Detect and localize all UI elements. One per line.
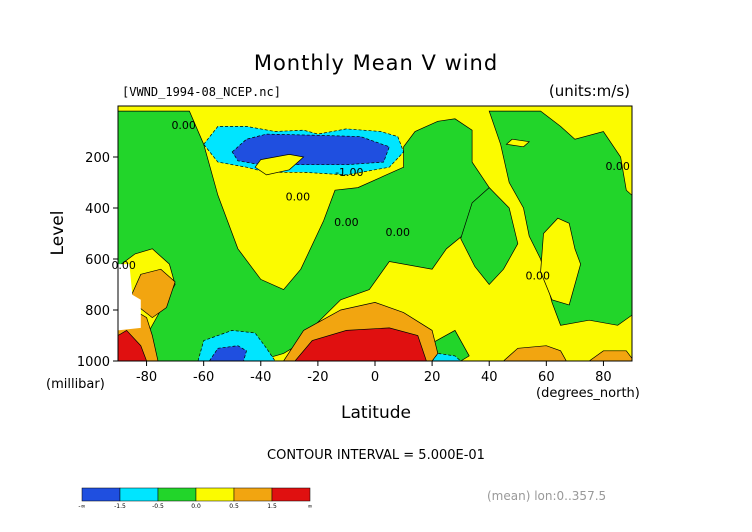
- contour-label-0: 0.00: [171, 119, 196, 132]
- contour-region-3: [488, 110, 632, 326]
- contour-region-16: [118, 329, 147, 361]
- x-tick-label: 60: [538, 370, 555, 385]
- contour-label-4: 0.00: [386, 226, 411, 239]
- x-tick-label: 80: [595, 370, 612, 385]
- colorbar-swatch-5: [271, 487, 311, 502]
- contour-label-1: -1.00: [335, 166, 363, 179]
- contour-region-6: [231, 133, 390, 166]
- x-axis: -80 -60 -40 -20 0 20 40 60 80: [136, 361, 612, 385]
- chart-title: Monthly Mean V wind: [254, 51, 498, 75]
- colorbar-label: 1.5: [267, 503, 277, 510]
- colorbar-label: ∞: [308, 503, 313, 510]
- contour-label-6: 0.00: [111, 259, 136, 272]
- x-tick-label: -20: [307, 370, 328, 385]
- colorbar-label: 0.5: [229, 503, 239, 510]
- contour-labels: 0.00 -1.00 0.00 0.00 0.00 0.00 0.00 0.00: [111, 119, 630, 283]
- y-tick-label: 200: [85, 151, 110, 166]
- x-tick-label: -40: [250, 370, 271, 385]
- contour-label-3: 0.00: [334, 216, 359, 229]
- y-tick-label: 400: [85, 202, 110, 217]
- contour-region-12: [540, 217, 581, 306]
- contour-region-11: [505, 138, 530, 148]
- x-tick-label: 0: [371, 370, 379, 385]
- colorbar-label: 0.0: [191, 503, 201, 510]
- contour-label-5: 0.00: [605, 160, 630, 173]
- y-units-label: (millibar): [46, 377, 105, 392]
- x-axis-label: Latitude: [341, 403, 411, 423]
- x-tick-label: 20: [424, 370, 441, 385]
- y-tick-label: 600: [85, 253, 110, 268]
- contour-region-20: [588, 350, 632, 361]
- units-label: (units:m/s): [549, 82, 630, 100]
- contour-region-10: [254, 154, 305, 176]
- contour-region-18: [294, 327, 427, 361]
- colorbar-label: -1.5: [114, 503, 126, 510]
- y-tick-label: 1000: [77, 355, 110, 370]
- colorbar-label: -∞: [78, 503, 85, 510]
- y-axis-label: Level: [48, 211, 68, 256]
- colorbar-swatch-2: [157, 487, 197, 502]
- y-tick-label: 800: [85, 304, 110, 319]
- y-axis: 200 400 600 800 1000: [77, 151, 118, 370]
- colorbar-swatch-3: [195, 487, 235, 502]
- missing-data-region: [118, 264, 141, 331]
- colorbar-swatch-0: [81, 487, 121, 502]
- colorbar: -∞ -1.5 -0.5 0.0 0.5 1.5 ∞: [78, 487, 313, 510]
- x-units-label: (degrees_north): [536, 386, 640, 401]
- source-label: [VWND_1994-08_NCEP.nc]: [122, 85, 281, 99]
- colorbar-swatch-1: [119, 487, 159, 502]
- contour-label-7: 0.00: [526, 269, 551, 282]
- contour-interval-text: CONTOUR INTERVAL = 5.000E-01: [267, 448, 485, 463]
- x-tick-label: 40: [481, 370, 498, 385]
- contour-region-19: [502, 345, 567, 361]
- contour-region-8: [208, 345, 247, 361]
- colorbar-label: -0.5: [152, 503, 164, 510]
- colorbar-swatch-4: [233, 487, 273, 502]
- footer-text: (mean) lon:0..357.5: [487, 489, 606, 503]
- contour-label-2: 0.00: [286, 190, 311, 203]
- x-tick-label: -80: [136, 370, 157, 385]
- contour-region-2: [460, 187, 519, 286]
- x-tick-label: -60: [193, 370, 214, 385]
- plot-area: [118, 106, 632, 361]
